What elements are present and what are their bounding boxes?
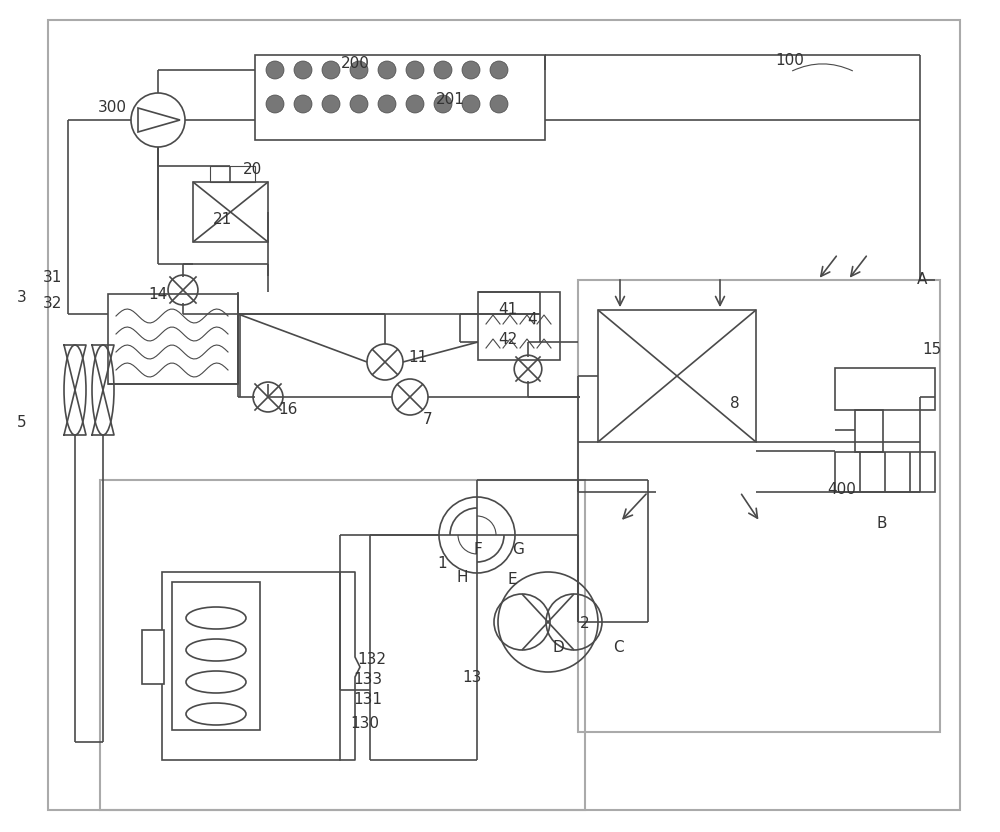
Text: 201: 201: [436, 92, 464, 107]
Circle shape: [294, 61, 312, 79]
Text: 5: 5: [17, 414, 27, 429]
Text: 13: 13: [462, 670, 482, 685]
Text: 15: 15: [922, 343, 942, 358]
Circle shape: [462, 61, 480, 79]
Text: 7: 7: [423, 413, 433, 428]
Bar: [162, 572, 340, 760]
Bar: [100, 480, 585, 810]
Circle shape: [434, 61, 452, 79]
Text: 132: 132: [358, 652, 386, 667]
Circle shape: [378, 95, 396, 113]
Bar: [172, 582, 260, 730]
Text: 200: 200: [341, 57, 369, 72]
Circle shape: [322, 95, 340, 113]
Bar: [478, 292, 560, 360]
Circle shape: [406, 61, 424, 79]
Bar: [835, 452, 935, 492]
Circle shape: [322, 61, 340, 79]
Text: H: H: [456, 569, 468, 585]
Text: 8: 8: [730, 397, 740, 412]
Bar: [835, 368, 935, 410]
Text: 3: 3: [17, 290, 27, 305]
Text: 100: 100: [776, 52, 804, 67]
Bar: [193, 182, 268, 242]
Text: 14: 14: [148, 286, 168, 301]
Text: 16: 16: [278, 403, 298, 418]
Bar: [210, 166, 255, 182]
Text: 20: 20: [242, 162, 262, 177]
Text: 1: 1: [437, 557, 447, 572]
Circle shape: [490, 95, 508, 113]
Text: F: F: [474, 542, 482, 557]
Text: 400: 400: [828, 483, 856, 498]
Text: A: A: [917, 273, 927, 288]
Circle shape: [406, 95, 424, 113]
Text: 300: 300: [98, 100, 127, 115]
Circle shape: [490, 61, 508, 79]
Circle shape: [350, 95, 368, 113]
Circle shape: [350, 61, 368, 79]
Circle shape: [462, 95, 480, 113]
Circle shape: [266, 95, 284, 113]
Bar: [255, 55, 545, 140]
Bar: [598, 310, 756, 442]
Text: 2: 2: [580, 617, 590, 631]
Bar: [578, 280, 940, 732]
Bar: [108, 294, 238, 384]
Circle shape: [266, 61, 284, 79]
Text: 32: 32: [42, 296, 62, 311]
Text: B: B: [877, 517, 887, 532]
Text: E: E: [507, 572, 517, 587]
Circle shape: [294, 95, 312, 113]
Text: 42: 42: [498, 333, 518, 348]
Text: 4: 4: [527, 313, 537, 328]
Bar: [142, 630, 164, 684]
Text: 133: 133: [353, 672, 383, 687]
Text: 130: 130: [351, 716, 380, 731]
Text: 11: 11: [408, 349, 428, 364]
Circle shape: [378, 61, 396, 79]
Circle shape: [434, 95, 452, 113]
Text: 131: 131: [354, 692, 382, 707]
Bar: [855, 410, 883, 452]
Text: 31: 31: [42, 270, 62, 285]
Text: 21: 21: [212, 212, 232, 227]
Text: D: D: [552, 640, 564, 655]
Text: C: C: [613, 640, 623, 655]
Text: G: G: [512, 542, 524, 557]
Text: 41: 41: [498, 303, 518, 318]
